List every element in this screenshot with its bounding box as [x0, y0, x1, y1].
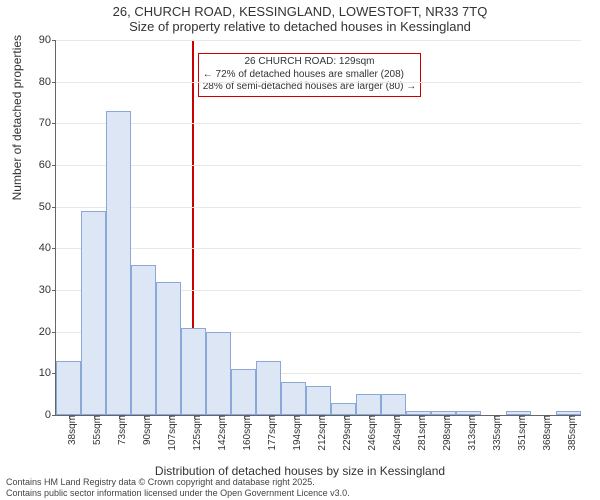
- footer-line-2: Contains public sector information licen…: [6, 488, 350, 498]
- histogram-bar: [156, 282, 181, 415]
- xtick-label: 229sqm: [340, 415, 353, 451]
- footer-line-1: Contains HM Land Registry data © Crown c…: [6, 477, 350, 487]
- chart-title-1: 26, CHURCH ROAD, KESSINGLAND, LOWESTOFT,…: [0, 0, 600, 19]
- annotation-line-3: 28% of semi-detached houses are larger (…: [203, 81, 416, 94]
- histogram-bar: [356, 394, 381, 415]
- xtick-label: 385sqm: [565, 415, 578, 451]
- histogram-bar: [131, 265, 156, 415]
- histogram-bar: [181, 328, 206, 416]
- xtick-label: 90sqm: [140, 415, 153, 445]
- xtick-label: 212sqm: [315, 415, 328, 451]
- gridline-h: [56, 40, 581, 41]
- histogram-bar: [256, 361, 281, 415]
- histogram-bar: [206, 332, 231, 415]
- ytick-label: 10: [39, 367, 56, 379]
- xtick-label: 264sqm: [390, 415, 403, 451]
- gridline-h: [56, 123, 581, 124]
- histogram-bar: [56, 361, 81, 415]
- annotation-box: 26 CHURCH ROAD: 129sqm ← 72% of detached…: [198, 53, 421, 97]
- histogram-bar: [281, 382, 306, 415]
- histogram-bar: [81, 211, 106, 415]
- ytick-label: 20: [39, 326, 56, 338]
- gridline-h: [56, 82, 581, 83]
- xtick-label: 125sqm: [190, 415, 203, 451]
- xtick-label: 281sqm: [415, 415, 428, 451]
- xtick-label: 177sqm: [265, 415, 278, 451]
- xtick-label: 194sqm: [290, 415, 303, 451]
- y-axis-label: Number of detached properties: [10, 35, 24, 200]
- xtick-label: 246sqm: [365, 415, 378, 451]
- xtick-label: 160sqm: [240, 415, 253, 451]
- histogram-bar: [231, 369, 256, 415]
- xtick-label: 142sqm: [215, 415, 228, 451]
- ytick-label: 80: [39, 76, 56, 88]
- histogram-bar: [306, 386, 331, 415]
- ytick-label: 50: [39, 201, 56, 213]
- gridline-h: [56, 248, 581, 249]
- ytick-label: 90: [39, 34, 56, 46]
- xtick-label: 351sqm: [515, 415, 528, 451]
- histogram-bar: [331, 403, 356, 416]
- gridline-h: [56, 207, 581, 208]
- xtick-label: 73sqm: [115, 415, 128, 445]
- xtick-label: 335sqm: [490, 415, 503, 451]
- xtick-label: 107sqm: [165, 415, 178, 451]
- xtick-label: 38sqm: [65, 415, 78, 445]
- ytick-label: 70: [39, 117, 56, 129]
- histogram-bar: [106, 111, 131, 415]
- histogram-bar: [381, 394, 406, 415]
- annotation-line-2: ← 72% of detached houses are smaller (20…: [203, 69, 416, 82]
- xtick-label: 298sqm: [440, 415, 453, 451]
- ytick-label: 0: [45, 409, 56, 421]
- x-axis-label: Distribution of detached houses by size …: [155, 464, 445, 478]
- xtick-label: 368sqm: [540, 415, 553, 451]
- chart-title-2: Size of property relative to detached ho…: [0, 19, 600, 34]
- gridline-h: [56, 165, 581, 166]
- xtick-label: 313sqm: [465, 415, 478, 451]
- ytick-label: 60: [39, 159, 56, 171]
- footer-attribution: Contains HM Land Registry data © Crown c…: [6, 477, 350, 498]
- annotation-line-1: 26 CHURCH ROAD: 129sqm: [203, 56, 416, 69]
- xtick-label: 55sqm: [90, 415, 103, 445]
- ytick-label: 30: [39, 284, 56, 296]
- ytick-label: 40: [39, 242, 56, 254]
- chart-plot-area: 26 CHURCH ROAD: 129sqm ← 72% of detached…: [55, 40, 581, 416]
